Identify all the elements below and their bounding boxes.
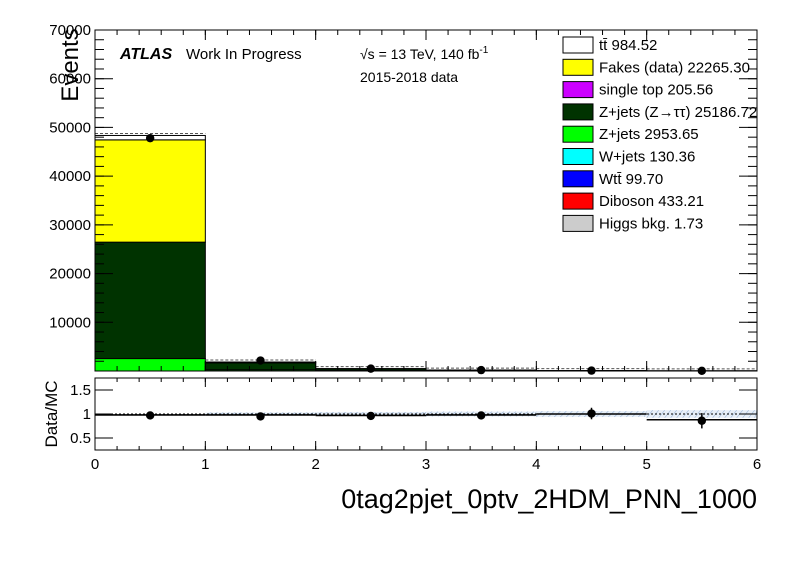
main-ytick-label-3: 40000	[49, 168, 91, 185]
ratio-hatch	[706, 409, 713, 419]
ratio-ylabel: Data/MC	[42, 380, 61, 447]
ratio-point-4	[587, 409, 596, 418]
ratio-hatch	[658, 409, 665, 419]
legend-label-6: Wtt̄ 99.70	[599, 171, 663, 188]
legend-swatch-8	[562, 214, 594, 232]
legend-label-2: single top 205.56	[599, 82, 713, 99]
legend-label-5: W+jets 130.36	[599, 149, 695, 166]
ratio-ytick-label-2: 1.5	[70, 382, 91, 399]
data-point-1	[256, 356, 265, 365]
atlas-label: ATLAS	[119, 46, 172, 63]
ratio-axis-ticks: 0 1 2 3 4 5 6 0.5 1 1.5	[70, 378, 761, 473]
ratio-hatch	[694, 409, 701, 419]
dataset-label: 2015-2018 data	[360, 69, 458, 85]
legend-swatch-5	[562, 148, 594, 165]
ratio-point-5	[697, 416, 707, 425]
legend-swatch-0	[562, 36, 594, 54]
ratio-point-2	[366, 411, 376, 421]
legend-label-7: Diboson 433.21	[599, 193, 704, 210]
ratio-xtick-label-5: 5	[642, 456, 650, 473]
bar-1-0	[94, 241, 206, 360]
region-xlabel: 0tag2pjet_0ptv_2HDM_PNN_1000	[341, 484, 757, 514]
main-panel: 10000 20000 30000 40000 50000 60000 70000 Even…	[49, 22, 758, 376]
ratio-hatch	[730, 409, 737, 419]
bar-0-0	[94, 358, 206, 372]
legend: tt̄ 984.52 Fakes (data) 22265.30 single to…	[562, 36, 757, 232]
main-ytick-label-4: 50000	[49, 119, 91, 136]
data-point-3	[476, 365, 486, 375]
main-ytick-label-5: 60000	[49, 71, 91, 88]
legend-label-1: Fakes (data) 22265.30	[599, 59, 750, 76]
main-axis-ticks: 10000 20000 30000 40000 50000 60000 70000	[49, 22, 758, 371]
legend-swatch-3	[562, 103, 594, 121]
ratio-xtick-label-4: 4	[532, 456, 540, 473]
ratio-point-3	[476, 411, 486, 420]
ratio-hatch	[646, 409, 653, 419]
ratio-ytick-label-0: 0.5	[70, 430, 91, 447]
main-ylabel: Events	[57, 28, 84, 101]
ratio-ytick-label-1: 1	[83, 406, 91, 423]
stacked-histogram	[94, 132, 758, 372]
legend-label-3: Z+jets (Z→ττ) 25186.72	[599, 104, 757, 121]
data-point-2	[366, 364, 376, 373]
ratio-xtick-label-3: 3	[422, 456, 430, 473]
status-label: Work In Progress	[186, 46, 302, 63]
ratio-xtick-label-1: 1	[201, 456, 209, 473]
ratio-xtick-label-0: 0	[91, 456, 99, 473]
ratio-hatch	[670, 409, 677, 419]
main-ytick-label-2: 30000	[49, 217, 91, 234]
legend-label-4: Z+jets 2953.65	[599, 126, 699, 143]
data-point-0	[145, 133, 155, 143]
ratio-uncertainty-band	[95, 409, 758, 419]
ratio-hatch	[682, 409, 689, 419]
ratio-xtick-label-2: 2	[311, 456, 319, 473]
legend-label-0: tt̄ 984.52	[599, 37, 657, 54]
ratio-points	[95, 407, 757, 429]
ratio-point-0	[145, 411, 155, 420]
legend-label-8: Higgs bkg. 1.73	[599, 215, 703, 232]
main-ytick-label-6: 70000	[49, 22, 91, 39]
legend-swatch-2	[562, 81, 594, 99]
legend-swatch-4	[562, 125, 594, 143]
legend-swatch-1	[562, 58, 594, 76]
ratio-xtick-label-6: 6	[753, 456, 761, 473]
main-ytick-label-0: 10000	[49, 314, 91, 331]
legend-swatch-6	[562, 170, 594, 188]
energy-label: √s = 13 TeV, 140 fb-1	[360, 45, 489, 62]
legend-swatch-7	[562, 192, 594, 210]
bar-2-0	[94, 139, 206, 243]
ratio-hatch	[718, 409, 725, 419]
main-ytick-label-1: 20000	[49, 266, 91, 283]
ratio-panel: 0 1 2 3 4 5 6 0.5 1 1.5 Data/MC	[42, 377, 761, 473]
ratio-point-1	[256, 412, 265, 421]
